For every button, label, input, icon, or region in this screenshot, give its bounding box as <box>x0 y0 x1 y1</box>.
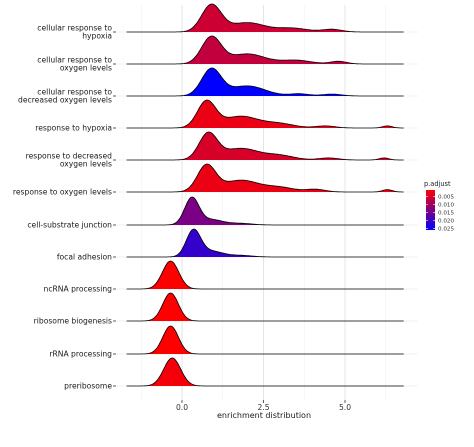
y-tick-label: preribosome <box>64 382 112 391</box>
ridge-8 <box>126 228 404 258</box>
ridge-fill <box>126 132 404 160</box>
ridge-fill <box>126 164 404 192</box>
ridge-outline <box>126 99 404 129</box>
y-tick-label: response to decreased oxygen levels <box>26 151 113 168</box>
y-tick-label: cell-substrate junction <box>27 221 112 230</box>
ridge-6 <box>126 163 404 193</box>
ridge-fill <box>126 326 404 354</box>
ridge-outline <box>126 163 404 193</box>
y-tick-label: cellular response to hypoxia <box>37 23 112 40</box>
ridge-fill <box>126 197 404 225</box>
ridge-fill <box>126 100 404 128</box>
y-tick-label: response to oxygen levels <box>13 188 112 197</box>
legend-colorbar <box>426 190 435 230</box>
y-tick-label: ncRNA processing <box>44 285 113 294</box>
y-tick-label: response to hypoxia <box>35 124 112 133</box>
y-tick-label: cellular response to oxygen levels <box>37 55 112 72</box>
ridge-4 <box>126 99 404 129</box>
x-tick-label: 5.0 <box>339 403 351 412</box>
ridge-outline <box>126 228 404 258</box>
legend-ticks: 0.005 0.010 0.015 0.020 0.025 <box>426 194 454 232</box>
ridge-fill <box>126 36 404 64</box>
ridge-3 <box>126 67 404 97</box>
y-tick-label: focal adhesion <box>57 253 112 262</box>
ridge-fill <box>126 68 404 96</box>
y-tick-label: cellular response to decreased oxygen lev… <box>18 87 112 104</box>
ridge-fill <box>126 358 404 386</box>
ridge-outline <box>126 325 404 355</box>
ridges <box>126 3 404 387</box>
ridge-fill <box>126 293 404 321</box>
x-axis: 0.0 2.5 5.0 <box>176 400 351 412</box>
ridge-7 <box>126 196 404 226</box>
x-tick-label: 2.5 <box>257 403 269 412</box>
y-axis-labels: cellular response to hypoxia cellular resp… <box>13 23 116 391</box>
ridge-10 <box>126 292 404 322</box>
legend-tick-label: 0.020 <box>438 218 454 224</box>
ridge-outline <box>126 35 404 65</box>
ridge-outline <box>126 196 404 226</box>
ridge-outline <box>126 3 404 33</box>
legend-title: p.adjust <box>424 180 451 188</box>
ridge-2 <box>126 35 404 65</box>
ridge-fill <box>126 229 404 257</box>
ridge-outline <box>126 357 404 387</box>
ridge-fill <box>126 4 404 32</box>
ridge-outline <box>126 131 404 161</box>
x-axis-title: enrichment distribution <box>217 411 311 420</box>
ridge-outline <box>126 67 404 97</box>
ridge-outline <box>126 260 404 290</box>
ridge-12 <box>126 357 404 387</box>
ridge-9 <box>126 260 404 290</box>
legend-tick-label: 0.015 <box>438 210 454 216</box>
y-tick-label: rRNA processing <box>49 350 112 359</box>
legend-tick-label: 0.005 <box>438 194 454 200</box>
legend: p.adjust 0.005 0.010 0.015 0.020 0.025 <box>424 180 454 232</box>
legend-tick-label: 0.010 <box>438 202 454 208</box>
ridge-1 <box>126 3 404 33</box>
legend-tick-label: 0.025 <box>438 226 454 232</box>
ridge-outline <box>126 292 404 322</box>
ridge-5 <box>126 131 404 161</box>
x-tick-label: 0.0 <box>176 403 188 412</box>
ridge-11 <box>126 325 404 355</box>
y-tick-label: ribosome biogenesis <box>34 317 112 326</box>
ridge-fill <box>126 261 404 289</box>
